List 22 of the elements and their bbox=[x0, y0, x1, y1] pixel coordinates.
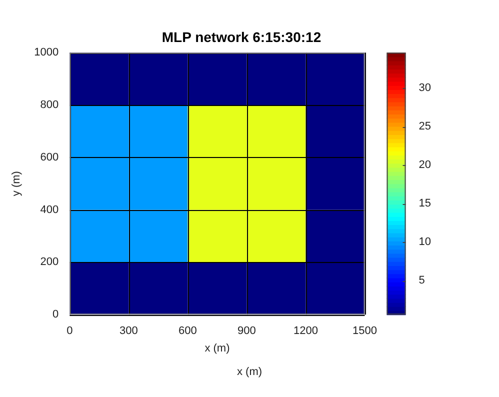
x-tick-label: 900 bbox=[238, 325, 256, 338]
color-bar-label: 15 bbox=[418, 198, 432, 210]
y-axis-title: y (m) bbox=[10, 171, 23, 196]
color-bar-label: 10 bbox=[418, 236, 432, 248]
color-bar-label: 25 bbox=[418, 120, 432, 133]
x-tick-label: 1500 bbox=[352, 325, 378, 338]
color-bar-label: 30 bbox=[418, 82, 432, 94]
x-tick-label: 1200 bbox=[294, 325, 318, 338]
x-tick-label: 0 bbox=[66, 325, 73, 338]
y-tick-label: 1000 bbox=[34, 46, 59, 59]
y-tick-label: 800 bbox=[40, 99, 59, 112]
text: x (m) bbox=[236, 366, 264, 378]
y-tick-label: 0 bbox=[52, 308, 59, 321]
color-bar-label: 20 bbox=[418, 159, 432, 172]
x-axis-title: x (m) bbox=[204, 342, 230, 354]
x-tick-label: 600 bbox=[178, 325, 197, 338]
y-tick-label: 600 bbox=[40, 151, 59, 164]
x-tick-label: 300 bbox=[120, 325, 138, 338]
color-bar-label: 5 bbox=[418, 274, 425, 287]
y-tick-label: 200 bbox=[40, 256, 59, 268]
y-tick-label: 400 bbox=[40, 204, 59, 216]
chart-title: MLP network 6:15:30:12 bbox=[162, 29, 322, 46]
